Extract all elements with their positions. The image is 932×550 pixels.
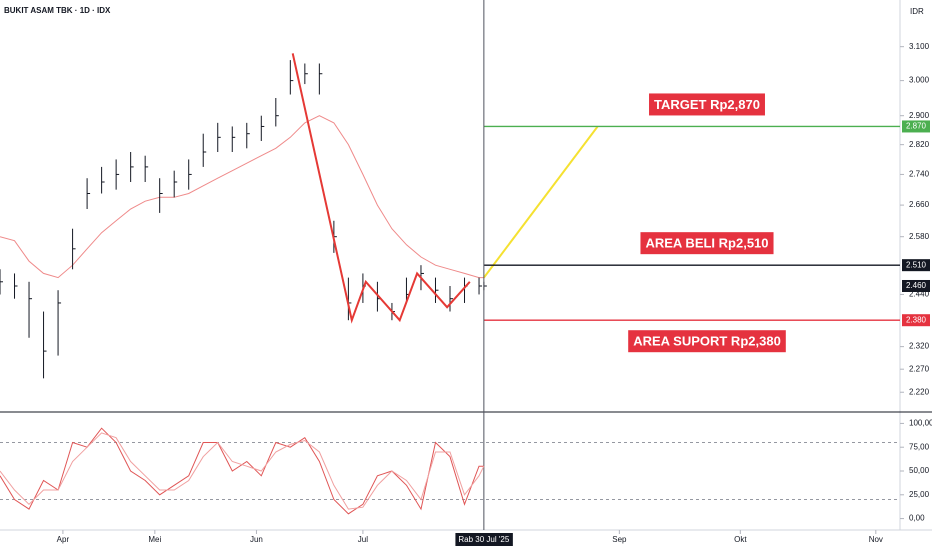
x-tick-label: Jun (250, 535, 263, 544)
y-tick-label: 2.820 (909, 140, 930, 149)
y-tick-label: 0,00 (909, 514, 925, 523)
last-price-label: 2.460 (906, 281, 927, 290)
level-axis-box (902, 314, 930, 327)
y-tick-label: 3.100 (909, 42, 930, 51)
level-label: AREA SUPORT Rp2,380 (633, 334, 781, 349)
level-label-bg (640, 232, 774, 255)
y-tick-label: 50,00 (909, 466, 930, 475)
y-tick-label: 3.000 (909, 76, 930, 85)
y-tick-label: 2.270 (909, 364, 930, 373)
trend-drawing (291, 53, 471, 324)
level-axis-label: 2.380 (906, 315, 927, 324)
y-tick-label: 25,00 (909, 490, 930, 499)
level-axis-label: 2.870 (906, 122, 927, 131)
level-label: TARGET Rp2,870 (654, 97, 760, 112)
cursor-label-bg (455, 533, 513, 546)
y-tick-label: 75,00 (909, 442, 930, 451)
cursor-label: Rab 30 Jul '25 (458, 535, 509, 544)
level-label-bg (649, 93, 765, 116)
x-tick-label: Jul (358, 535, 368, 544)
x-tick-label: Sep (612, 535, 627, 544)
x-tick-label: Nov (869, 535, 883, 544)
y-tick-label: 2.900 (909, 111, 930, 120)
x-tick-label: Mei (148, 535, 161, 544)
oscillator-line (0, 427, 484, 515)
y-tick-label: 2.740 (909, 170, 930, 179)
level-axis-box (902, 120, 930, 133)
oscillator-line (0, 432, 485, 510)
level-label-bg (628, 330, 786, 353)
chart-title: BUKIT ASAM TBK · 1D · IDX (4, 6, 111, 15)
y-tick-label: 2.220 (909, 387, 930, 396)
level-label: AREA BELI Rp2,510 (645, 236, 768, 251)
y-tick-label: 2.660 (909, 200, 930, 209)
x-tick-label: Apr (57, 535, 70, 544)
moving-average (0, 115, 484, 279)
level-axis-label: 2.510 (906, 260, 927, 269)
x-tick-label: Okt (734, 535, 747, 544)
last-price-box (902, 279, 930, 292)
y-tick-label: 100,00 (909, 419, 932, 428)
y-tick-label: 2.580 (909, 232, 930, 241)
trend-drawing (483, 125, 599, 279)
level-axis-box (902, 259, 930, 272)
y-tick-label: 2.440 (909, 290, 930, 299)
currency: IDR (910, 7, 924, 16)
y-tick-label: 2.320 (909, 342, 930, 351)
